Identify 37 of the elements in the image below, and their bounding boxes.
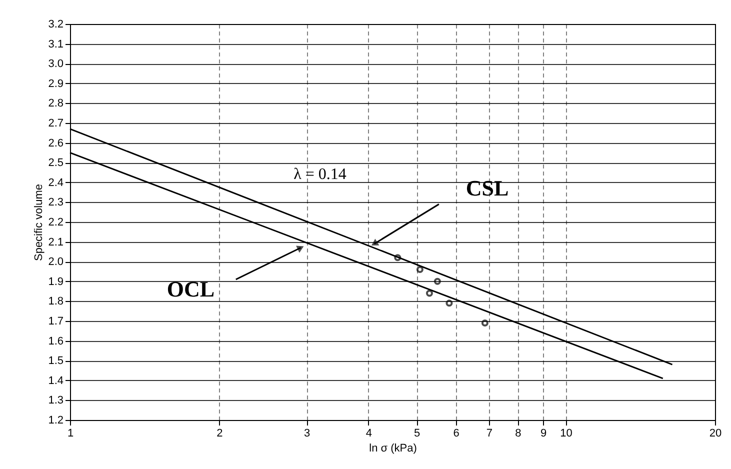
y-tick-label: 2.1 [48, 236, 64, 248]
x-tick-label: 20 [709, 428, 722, 440]
y-tick-label: 2.4 [48, 176, 64, 189]
y-axis-title: Specific volume [33, 184, 46, 262]
annotation: λ = 0.14 [294, 166, 346, 183]
y-tick-label: 2.6 [48, 137, 64, 150]
x-tick-label: 4 [366, 428, 372, 440]
y-tick-label: 1.8 [48, 296, 64, 308]
y-tick-label: 3.1 [48, 38, 64, 50]
x-tick-label: 2 [216, 428, 223, 440]
x-tick-label: 5 [414, 428, 420, 440]
x-tick-label: 9 [540, 428, 547, 440]
x-tick-label: 7 [486, 428, 493, 440]
y-tick-label: 2.8 [48, 98, 64, 110]
x-tick-label: 10 [560, 428, 572, 440]
x-tick-label: 1 [67, 428, 74, 440]
y-tick-label: 3.0 [48, 58, 64, 70]
y-tick-label: 1.7 [48, 316, 64, 328]
y-tick-label: 2.5 [48, 157, 64, 170]
annotation: OCL [166, 276, 215, 302]
y-tick-label: 2.2 [48, 216, 64, 228]
y-tick-label: 2.7 [48, 118, 64, 130]
annotation: CSL [466, 175, 509, 200]
x-tick-label: 8 [515, 428, 522, 440]
y-tick-label: 2.9 [48, 78, 64, 90]
y-tick-label: 1.3 [48, 394, 64, 407]
x-axis-title: ln σ (kPa) [369, 442, 417, 454]
y-tick-label: 1.9 [48, 276, 64, 288]
y-tick-label: 1.4 [48, 374, 64, 387]
y-tick-label: 2.3 [48, 196, 64, 209]
y-tick-label: 3.2 [48, 18, 64, 30]
y-tick-label: 2.0 [48, 256, 64, 268]
y-tick-label: 1.6 [48, 335, 64, 348]
x-tick-label: 3 [304, 428, 310, 440]
y-tick-label: 1.5 [48, 355, 64, 368]
x-tick-label: 6 [453, 428, 460, 440]
y-tick-label: 1.2 [48, 414, 64, 426]
